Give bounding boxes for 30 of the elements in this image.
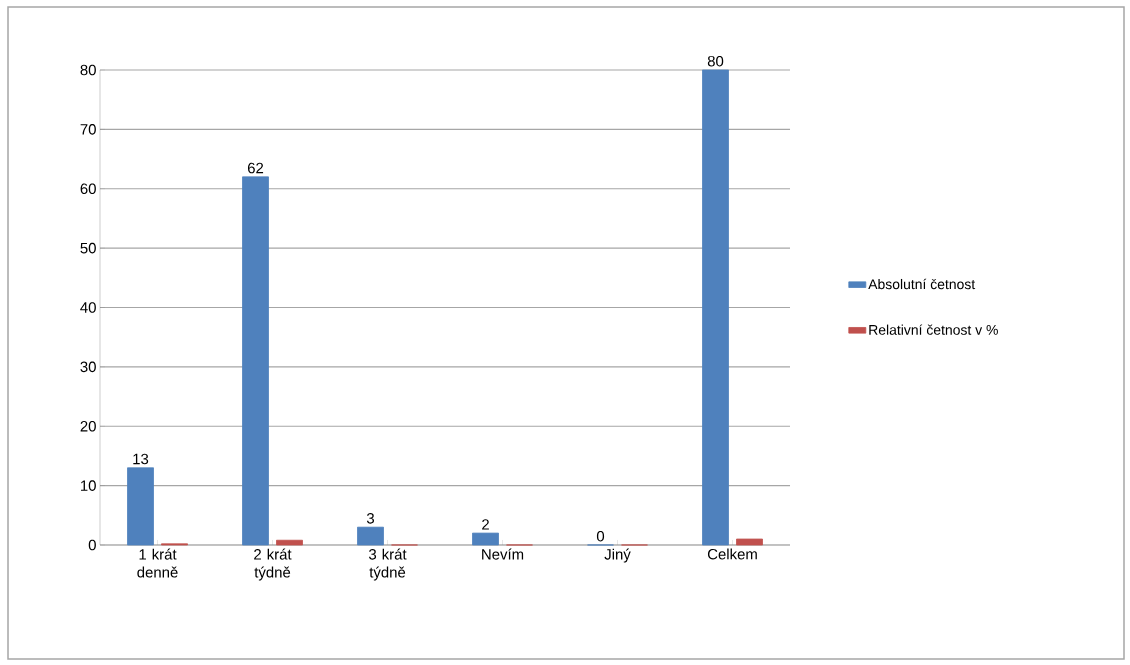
- x-tick-label: Celkem: [707, 548, 757, 560]
- x-tick-label: 3 krát týdně: [368, 548, 407, 581]
- bar: [357, 526, 384, 546]
- bar: [242, 176, 269, 546]
- y-tick-label: 0: [88, 539, 96, 551]
- x-tick-label: 2 krát týdně: [254, 548, 292, 581]
- y-tick-label: 80: [80, 64, 96, 76]
- data-label: 3: [366, 513, 375, 524]
- x-tick-label: 1 krát denně: [137, 548, 178, 578]
- x-tick-label: Jiný: [604, 548, 631, 563]
- legend-label: Relativní četnost v %: [869, 324, 998, 335]
- y-tick-label: 30: [80, 361, 96, 373]
- y-tick-label: 10: [81, 480, 96, 491]
- y-tick-label: 70: [80, 124, 96, 135]
- bar: [702, 69, 729, 546]
- y-tick-label: 20: [80, 420, 96, 432]
- y-tick-label: 60: [80, 183, 96, 195]
- bar: [127, 467, 154, 546]
- x-tick-label: Nevím: [482, 548, 524, 560]
- bar: [736, 538, 763, 546]
- bar: [472, 532, 499, 546]
- y-tick-label: 40: [80, 302, 96, 313]
- data-label: 80: [707, 55, 724, 67]
- data-label: 62: [247, 162, 264, 174]
- data-label: 13: [133, 453, 149, 465]
- data-label: 0: [596, 530, 605, 542]
- data-label: 2: [482, 519, 489, 530]
- bar: [276, 539, 303, 546]
- legend-label: Absolutní četnost: [868, 278, 976, 290]
- y-tick-label: 50: [80, 242, 96, 254]
